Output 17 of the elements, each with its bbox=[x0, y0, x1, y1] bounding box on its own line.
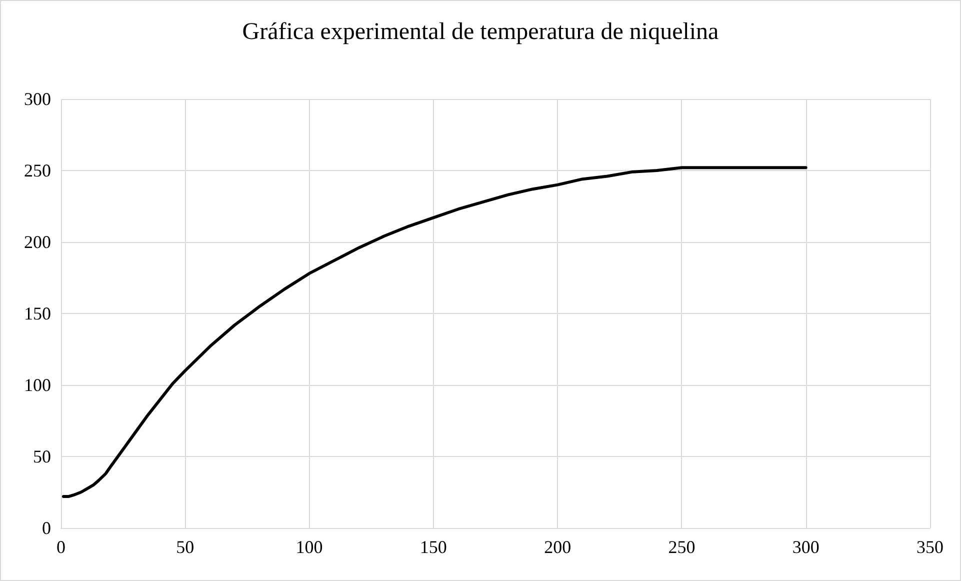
x-tick-label: 100 bbox=[296, 537, 323, 557]
y-tick-label: 50 bbox=[33, 446, 51, 466]
y-tick-label: 250 bbox=[24, 160, 51, 180]
x-tick-label: 350 bbox=[916, 537, 944, 557]
y-tick-label: 100 bbox=[24, 375, 51, 395]
chart-title: Gráfica experimental de temperatura de niquelina bbox=[242, 19, 720, 45]
y-tick-label: 200 bbox=[24, 232, 51, 252]
y-tick-label: 0 bbox=[42, 518, 51, 538]
x-tick-label: 150 bbox=[420, 537, 447, 557]
x-tick-label: 250 bbox=[668, 537, 696, 557]
x-tick-label: 200 bbox=[544, 537, 572, 557]
line-series bbox=[62, 166, 808, 498]
y-tick-label: 300 bbox=[24, 89, 51, 109]
x-tick-label: 300 bbox=[792, 537, 820, 557]
x-tick-label: 0 bbox=[56, 537, 66, 557]
x-tick-label: 50 bbox=[176, 537, 194, 557]
y-tick-label: 150 bbox=[24, 304, 51, 324]
